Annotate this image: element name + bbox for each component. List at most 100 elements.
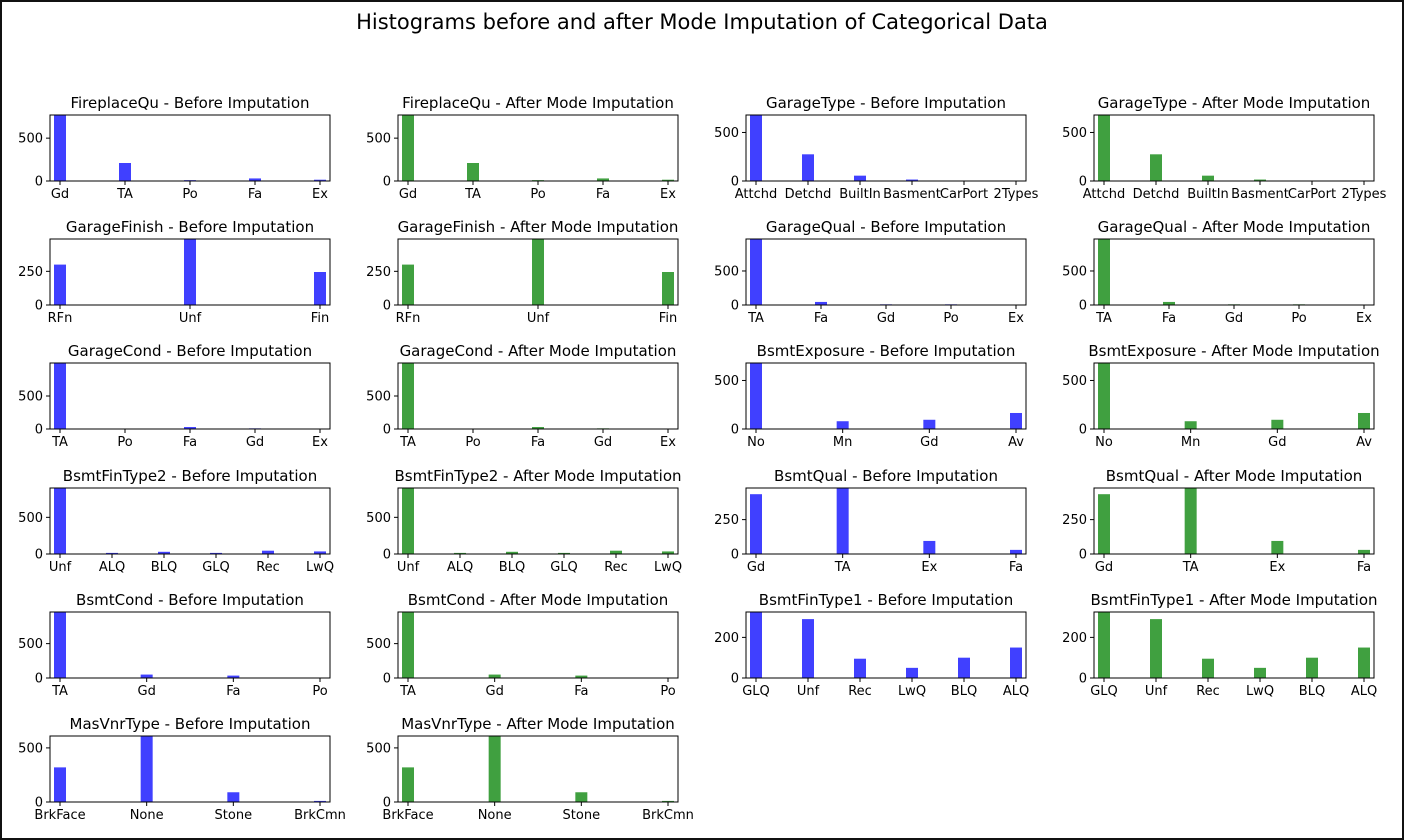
y-tick-label: 500 [1062, 264, 1087, 279]
x-tick-label: Unf [179, 311, 202, 326]
histogram-bar [54, 264, 66, 305]
x-tick-label: Detchd [785, 187, 832, 202]
histogram-bar [227, 675, 240, 678]
axes-frame [1093, 487, 1375, 555]
x-tick-label: Unf [797, 684, 820, 699]
histogram-bar [532, 239, 544, 305]
histogram-bar [454, 552, 466, 554]
x-tick-label: Po [943, 311, 958, 326]
x-tick-label: Ex [921, 560, 937, 575]
histogram-bar [1254, 667, 1266, 678]
axes-frame [397, 487, 679, 555]
subplot: BrkFace None Stone BrkCmn 0 500 MasVnrType - B… [18, 715, 346, 823]
subplot: No Mn Gd Av 0 500 BsmtExposure - Before Imputa… [714, 342, 1027, 450]
subplot: TA Po Fa Gd Ex 0 500 GarageCond - After Mode Im… [366, 342, 679, 450]
x-tick-label: Gd [1095, 560, 1113, 575]
y-tick-label: 0 [1079, 548, 1087, 563]
x-tick-label: Basment [883, 187, 941, 202]
subplot: TA Fa Gd Po Ex 0 500 GarageQual - Before Imputa… [714, 218, 1027, 326]
histogram-bar [314, 551, 326, 554]
y-tick-label: 0 [35, 672, 43, 687]
subplot-title: GarageCond - Before Imputation [68, 342, 312, 360]
histogram-bar [1202, 175, 1214, 181]
x-tick-label: Fin [311, 311, 329, 326]
histogram-bar [184, 239, 196, 305]
x-tick-label: Stone [563, 808, 601, 823]
y-tick-label: 0 [1079, 299, 1087, 314]
y-tick-label: 500 [18, 637, 43, 652]
subplot-title: BsmtCond - Before Imputation [76, 591, 304, 609]
y-tick-label: 0 [731, 672, 739, 687]
subplot: GLQ Unf Rec LwQ BLQ ALQ 0 200 BsmtFinType1 - Bef… [714, 591, 1029, 699]
y-tick-label: 200 [714, 631, 739, 646]
x-tick-label: TA [747, 311, 764, 326]
x-tick-label: TA [464, 187, 481, 202]
y-tick-label: 500 [366, 390, 391, 405]
x-tick-label: GLQ [742, 684, 770, 699]
x-tick-label: TA [116, 187, 133, 202]
y-tick-label: 0 [35, 299, 43, 314]
y-tick-label: 0 [383, 672, 391, 687]
figure-suptitle: Histograms before and after Mode Imputat… [356, 10, 1048, 34]
x-tick-label: GLQ [1090, 684, 1118, 699]
x-tick-label: BuiltIn [1187, 187, 1229, 202]
x-tick-label: Fa [1162, 311, 1176, 326]
x-tick-label: BrkFace [34, 808, 85, 823]
x-tick-label: CarPort [1288, 187, 1336, 202]
axes-frame [49, 735, 331, 803]
axes-frame [397, 611, 679, 679]
subplot-title: BsmtFinType2 - Before Imputation [63, 467, 317, 485]
histogram-bar [1271, 419, 1284, 429]
subplot-title: GarageQual - After Mode Imputation [1098, 218, 1371, 236]
histogram-bar [610, 550, 622, 554]
x-tick-label: Basment [1231, 187, 1289, 202]
histogram-bar [750, 494, 762, 554]
histogram-bar [662, 551, 674, 554]
histogram-bar [210, 552, 222, 554]
histogram-bar [106, 552, 118, 554]
y-tick-label: 500 [366, 741, 391, 756]
x-tick-label: 2Types [1342, 187, 1387, 202]
histogram-bar [1358, 549, 1370, 554]
histogram-bar [1184, 421, 1197, 429]
subplot-title: FireplaceQu - After Mode Imputation [402, 94, 674, 112]
subplot: Unf ALQ BLQ GLQ Rec LwQ 0 500 BsmtFinType2 - Aft… [366, 467, 682, 575]
x-tick-label: Po [530, 187, 545, 202]
x-tick-label: LwQ [306, 560, 334, 575]
x-tick-label: Gd [1225, 311, 1243, 326]
histogram-bar [532, 427, 544, 429]
y-tick-label: 200 [1062, 631, 1087, 646]
histogram-bar [836, 488, 849, 554]
histogram-bar [854, 175, 866, 181]
histogram-bar [802, 619, 814, 678]
histogram-bar [54, 488, 66, 554]
histogram-bar [1184, 488, 1197, 554]
axes-frame [49, 238, 331, 306]
x-tick-label: Gd [138, 684, 156, 699]
histogram-bar [1150, 619, 1162, 678]
x-tick-label: Fa [814, 311, 828, 326]
histogram-bar [923, 540, 936, 554]
histogram-bar [488, 736, 501, 802]
y-tick-label: 0 [35, 175, 43, 190]
subplot-title: GarageQual - Before Imputation [766, 218, 1006, 236]
histogram-bar [558, 552, 570, 554]
x-tick-label: BrkFace [382, 808, 433, 823]
x-tick-label: Po [465, 435, 480, 450]
histogram-bar [1271, 540, 1284, 554]
histogram-bar [750, 239, 762, 305]
y-tick-label: 250 [714, 513, 739, 528]
axes-frame [1093, 238, 1375, 306]
axes-frame [397, 238, 679, 306]
x-tick-label: BLQ [499, 560, 525, 575]
x-tick-label: Attchd [1083, 187, 1126, 202]
subplot: TA Fa Gd Po Ex 0 500 GarageQual - After Mode Im… [1062, 218, 1375, 326]
histogram-bar [1010, 647, 1022, 678]
x-tick-label: Fa [183, 435, 197, 450]
x-tick-label: Av [1008, 435, 1024, 450]
subplot-title: FireplaceQu - Before Imputation [70, 94, 309, 112]
subplot-title: BsmtFinType2 - After Mode Imputation [394, 467, 681, 485]
x-tick-label: Av [1356, 435, 1372, 450]
